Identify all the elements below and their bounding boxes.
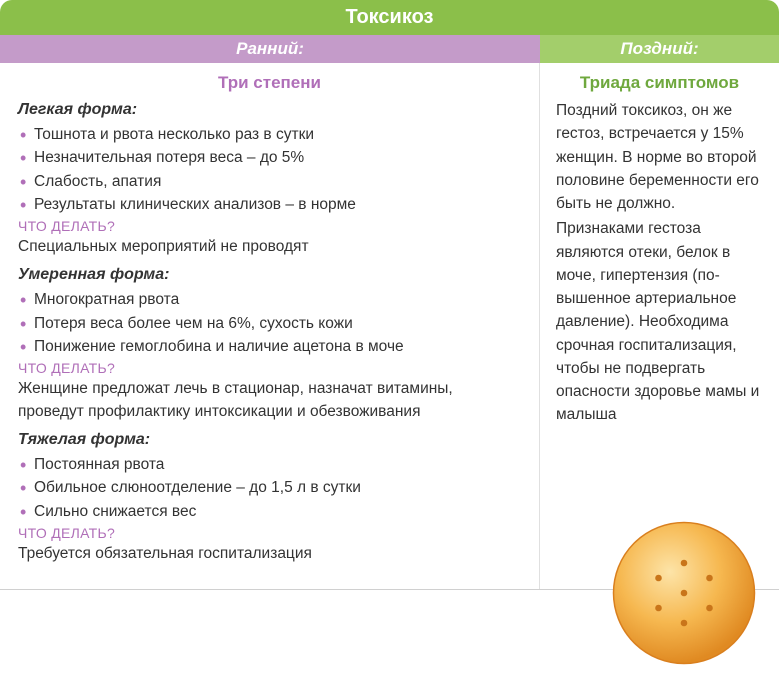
list-item: Сильно снижается вес (18, 500, 521, 523)
form-title-moderate: Умеренная форма: (18, 266, 521, 284)
action-label-severe: ЧТО ДЕЛАТЬ? (18, 525, 521, 541)
list-item: Незначительная потеря веса – до 5% (18, 146, 521, 169)
late-paragraph-1: Поздний токсикоз, он же гестоз, встречае… (556, 99, 763, 215)
action-text-moderate: Женщине предложат лечь в стационар, назн… (18, 378, 521, 423)
form-severe: Тяжелая форма: Постоянная рвота Обильное… (18, 431, 521, 565)
late-column: Триада симптомов Поздний токсикоз, он же… (540, 63, 779, 589)
main-title: Токсикоз (0, 0, 779, 35)
bullets-mild: Тошнота и рвота несколько раз в сутки Не… (18, 123, 521, 216)
header-late: Поздний: (540, 35, 779, 63)
list-item: Обильное слюноотделение – до 1,5 л в сут… (18, 476, 521, 499)
list-item: Постоянная рвота (18, 453, 521, 476)
list-item: Результаты клинических анализов – в норм… (18, 193, 521, 216)
bullets-severe: Постоянная рвота Обильное слюноотделение… (18, 453, 521, 523)
form-title-severe: Тяжелая форма: (18, 431, 521, 449)
early-column: Три степени Легкая форма: Тошнота и рвот… (0, 63, 540, 589)
early-subtitle: Три степени (18, 73, 521, 93)
list-item: Тошнота и рвота несколько раз в сутки (18, 123, 521, 146)
list-item: Потеря веса более чем на 6%, сухость кож… (18, 312, 521, 335)
form-title-mild: Легкая форма: (18, 101, 521, 119)
content-row: Три степени Легкая форма: Тошнота и рвот… (0, 63, 779, 590)
action-label-moderate: ЧТО ДЕЛАТЬ? (18, 360, 521, 376)
action-text-severe: Требуется обязательная госпитализация (18, 543, 521, 565)
page-container: Токсикоз Ранний: Поздний: Три степени Ле… (0, 0, 779, 676)
header-row: Ранний: Поздний: (0, 35, 779, 63)
list-item: Многократная рвота (18, 288, 521, 311)
late-subtitle: Триада симптомов (556, 73, 763, 93)
header-early: Ранний: (0, 35, 540, 63)
list-item: Слабость, апатия (18, 170, 521, 193)
form-mild: Легкая форма: Тошнота и рвота несколько … (18, 101, 521, 258)
bullets-moderate: Многократная рвота Потеря веса более чем… (18, 288, 521, 358)
late-paragraph-2: Признаками гестоза являются отеки, белок… (556, 217, 763, 426)
list-item: Понижение гемоглобина и наличие ацетона … (18, 335, 521, 358)
action-text-mild: Специальных мероприятий не проводят (18, 236, 521, 258)
cracker-icon (609, 518, 759, 668)
action-label-mild: ЧТО ДЕЛАТЬ? (18, 218, 521, 234)
form-moderate: Умеренная форма: Многократная рвота Поте… (18, 266, 521, 423)
